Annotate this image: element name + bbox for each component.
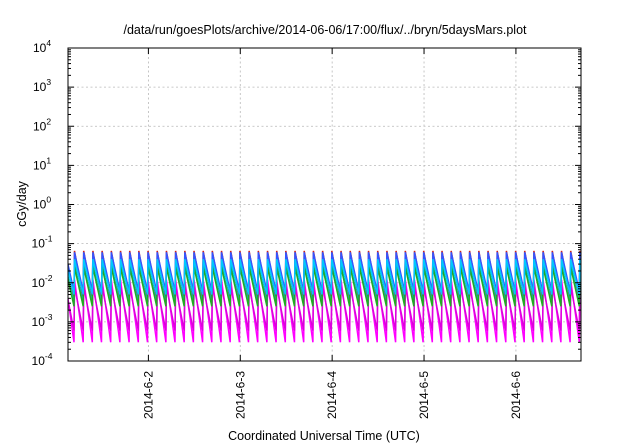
x-tick-label: 2014-6-3 <box>233 371 247 419</box>
y-tick-label: 104 <box>33 38 51 55</box>
y-tick-label: 10-1 <box>32 234 53 251</box>
y-axis-label: cGy/day <box>15 180 29 227</box>
y-tick-label: 10-4 <box>32 351 53 368</box>
x-axis-label: Coordinated Universal Time (UTC) <box>228 429 420 443</box>
x-tick-label: 2014-6-4 <box>325 371 339 419</box>
x-axis-ticks: 2014-6-2 2014-6-3 2014-6-4 2014-6-5 2014-6-6 <box>141 48 523 419</box>
chart-title: /data/run/goesPlots/archive/2014-06-06/1… <box>123 23 527 37</box>
y-tick-label: 100 <box>33 195 51 212</box>
y-tick-label: 101 <box>33 155 51 172</box>
y-tick-label: 102 <box>33 116 51 133</box>
series-line-6 <box>68 259 581 295</box>
x-tick-label: 2014-6-6 <box>509 371 523 419</box>
x-tick-label: 2014-6-2 <box>141 371 155 419</box>
y-tick-label: 10-3 <box>32 312 53 329</box>
x-tick-label: 2014-6-5 <box>417 371 431 419</box>
y-tick-label: 10-2 <box>32 273 53 290</box>
y-tick-label: 103 <box>33 77 51 94</box>
series-lines <box>68 250 581 343</box>
y-axis-ticks: 10-4 10-3 10-2 10-1 100 101 102 103 104 <box>32 38 581 368</box>
